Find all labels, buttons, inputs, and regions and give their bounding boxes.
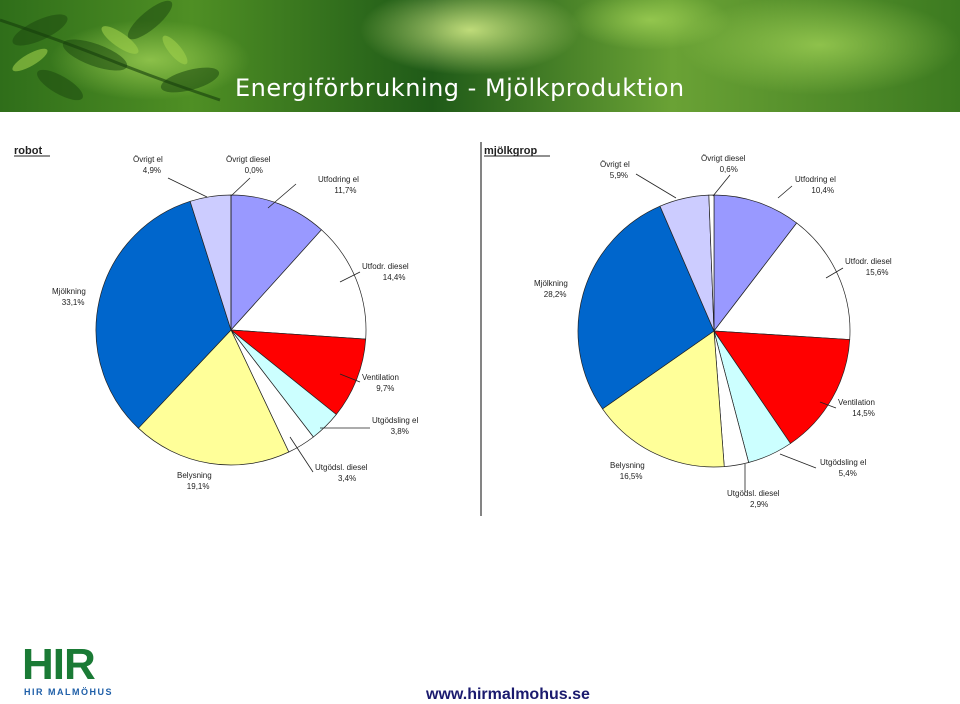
label-value-utfodr-diesel: 15,6% (866, 268, 889, 277)
label-name-utgodsl-diesel: Utgödsl. diesel (727, 489, 780, 498)
label-name-utfodring-el: Utfodring el (318, 175, 359, 184)
label-value-ovrigt-el: 5,9% (610, 171, 628, 180)
label-value-ovrigt-diesel: 0,0% (245, 166, 263, 175)
leader-line-utfodring-el (777, 185, 793, 199)
leader-line-utfodr-diesel (825, 267, 844, 279)
label-name-utfodr-diesel: Utfodr. diesel (845, 257, 892, 266)
slice-utfodring-el (230, 194, 322, 331)
label-name-ovrigt-el: Övrigt el (133, 155, 163, 164)
label-name-ovrigt-diesel: Övrigt diesel (701, 154, 746, 163)
hir-logo: HIR HIR MALMÖHUS (22, 643, 132, 699)
slice-mjolkning (95, 200, 232, 429)
label-value-mjolkning: 28,2% (544, 290, 567, 299)
label-value-utgodsling-el: 3,8% (391, 427, 409, 436)
label-value-mjolkning: 33,1% (62, 298, 85, 307)
leader-line-utgodsl-diesel (289, 436, 314, 473)
slice-belysning (602, 330, 725, 468)
leaf-background (0, 0, 960, 112)
chart-title: mjölkgrop (484, 145, 537, 157)
leader-line-utfodr-diesel (339, 271, 361, 283)
chart-title: robot (14, 145, 42, 157)
label-name-utfodr-diesel: Utfodr. diesel (362, 262, 409, 271)
leader-line-ovrigt-el (167, 177, 208, 198)
slice-utfodr-diesel (230, 229, 367, 340)
slice-ventilation (713, 330, 851, 444)
leader-line-ventilation (339, 373, 361, 383)
leader-line-ovrigt-el (635, 173, 677, 199)
label-name-ventilation: Ventilation (362, 373, 399, 382)
label-name-belysning: Belysning (610, 461, 645, 470)
slice-mjolkning (577, 205, 715, 410)
slice-belysning (137, 329, 290, 466)
leader-line-utgodsling-el (779, 453, 817, 469)
leader-line-utfodring-el (267, 183, 297, 209)
slide-title: Energiförbrukning - Mjölkproduktion (235, 74, 685, 102)
slice-utfodr-diesel (713, 222, 851, 340)
header-banner (0, 0, 960, 112)
label-value-utgodsl-diesel: 3,4% (338, 474, 356, 483)
logo-letters: HIR (22, 640, 96, 689)
label-value-belysning: 19,1% (187, 482, 210, 491)
slice-ventilation (229, 329, 367, 415)
label-name-ventilation: Ventilation (838, 398, 875, 407)
pie-chart-mjolkgrop: mjölkgrop Utfodring el 10,4% Utfodr. diesel… (480, 142, 892, 516)
slice-utfodring-el (713, 194, 798, 333)
label-value-utfodr-diesel: 14,4% (383, 273, 406, 282)
leader-line-ventilation (819, 401, 837, 409)
pie-chart-robot: robot Utfodring el 11,7% Utfodr. diesel 14,4… (14, 145, 418, 491)
pie-charts-svg: robot Utfodring el 11,7% Utfodr. diesel 14,4… (14, 142, 892, 516)
footer-url[interactable]: www.hirmalmohus.se (426, 686, 590, 703)
leader-line-ovrigt-diesel (230, 177, 251, 197)
label-name-utgodsling-el: Utgödsling el (372, 416, 418, 425)
label-value-ovrigt-el: 4,9% (143, 166, 161, 175)
label-value-utgodsl-diesel: 2,9% (750, 500, 768, 509)
label-value-utgodsling-el: 5,4% (839, 469, 857, 478)
label-name-utgodsling-el: Utgödsling el (820, 458, 866, 467)
leader-line-ovrigt-diesel (712, 174, 731, 197)
charts-area: robot Utfodring el 11,7% Utfodr. diesel 14,4… (0, 112, 960, 532)
label-name-utgodsl-diesel: Utgödsl. diesel (315, 463, 368, 472)
label-value-ovrigt-diesel: 0,6% (720, 165, 738, 174)
label-name-mjolkning: Mjölkning (534, 279, 568, 288)
label-value-ventilation: 9,7% (376, 384, 394, 393)
label-name-ovrigt-el: Övrigt el (600, 160, 630, 169)
label-value-ventilation: 14,5% (852, 409, 875, 418)
label-value-belysning: 16,5% (620, 472, 643, 481)
label-name-utfodring-el: Utfodring el (795, 175, 836, 184)
logo-subtitle: HIR MALMÖHUS (24, 687, 113, 697)
label-name-mjolkning: Mjölkning (52, 287, 86, 296)
label-name-ovrigt-diesel: Övrigt diesel (226, 155, 271, 164)
label-value-utfodring-el: 11,7% (334, 186, 356, 195)
label-value-utfodring-el: 10,4% (811, 186, 834, 195)
label-name-belysning: Belysning (177, 471, 212, 480)
